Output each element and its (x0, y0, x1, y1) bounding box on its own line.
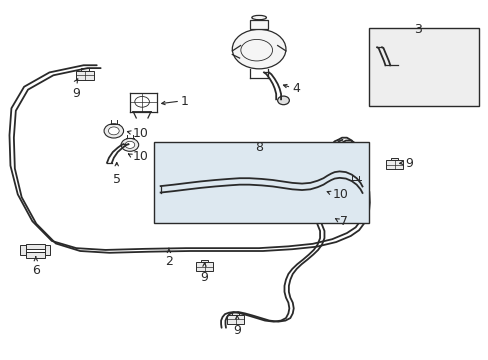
Text: 5: 5 (113, 173, 121, 186)
Bar (201, 260, 207, 262)
Circle shape (349, 184, 361, 192)
Bar (26, 252, 44, 258)
Bar (368, 28, 478, 107)
Bar (20, 245, 26, 255)
Text: 9: 9 (72, 87, 80, 100)
Text: 7: 7 (339, 215, 347, 228)
Circle shape (108, 127, 119, 135)
Bar (44, 245, 50, 255)
Text: 4: 4 (292, 82, 300, 95)
Circle shape (402, 59, 417, 71)
Bar (390, 158, 397, 161)
Bar (76, 71, 94, 80)
Ellipse shape (232, 30, 285, 69)
Bar (226, 315, 244, 324)
Ellipse shape (251, 15, 266, 20)
Circle shape (277, 96, 289, 105)
Text: 10: 10 (132, 150, 148, 163)
Circle shape (121, 138, 139, 151)
Circle shape (406, 63, 413, 68)
Bar (232, 312, 239, 315)
Text: 2: 2 (164, 255, 172, 268)
Text: 1: 1 (181, 95, 188, 108)
Bar (154, 142, 368, 223)
Text: 6: 6 (32, 264, 40, 277)
Circle shape (104, 124, 123, 138)
Text: 10: 10 (132, 127, 148, 140)
Text: 10: 10 (331, 188, 347, 201)
Text: 8: 8 (255, 140, 263, 154)
Text: 9: 9 (405, 157, 412, 170)
Bar (249, 21, 268, 30)
Circle shape (344, 180, 366, 196)
Text: 3: 3 (413, 23, 421, 36)
Bar (26, 244, 44, 249)
Bar (81, 68, 89, 71)
Bar (195, 262, 213, 271)
Text: 9: 9 (200, 271, 208, 284)
Circle shape (125, 141, 135, 148)
Circle shape (397, 56, 422, 75)
Text: 9: 9 (233, 324, 241, 337)
Bar (385, 161, 403, 170)
